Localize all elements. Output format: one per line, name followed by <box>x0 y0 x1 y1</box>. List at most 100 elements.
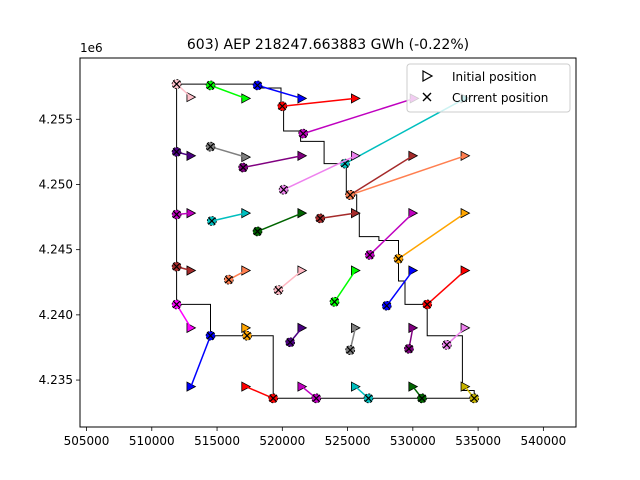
x-tick-label: 520000 <box>259 434 305 448</box>
y-axis: 4.235 4.240 4.245 4.250 4.255 <box>39 112 80 387</box>
movement-line <box>398 212 466 260</box>
current-position-x-marker <box>243 331 251 340</box>
initial-position-marker <box>241 151 252 163</box>
y-tick-label: 4.250 <box>39 177 73 191</box>
y-offset-label: 1e6 <box>80 41 103 55</box>
movement-line <box>257 84 303 100</box>
current-position-x-marker <box>423 300 432 309</box>
turbine-12 <box>345 150 471 200</box>
current-position-x-marker <box>346 190 355 199</box>
y-tick-label: 4.245 <box>39 243 73 257</box>
initial-position-marker <box>460 207 471 219</box>
turbine-20 <box>223 265 252 285</box>
current-position-x-marker <box>394 254 403 263</box>
legend-current-label: Current position <box>452 91 548 105</box>
turbine-16 <box>315 207 361 224</box>
initial-position-marker <box>297 93 308 104</box>
movement-line <box>245 385 274 400</box>
turbine-13 <box>171 207 197 220</box>
turbine-35 <box>408 381 427 404</box>
turbine-8 <box>205 141 252 163</box>
turbine-19 <box>171 261 197 276</box>
x-tick-label: 525000 <box>325 434 371 448</box>
current-position-x-marker <box>279 185 288 194</box>
x-tick-label: 515000 <box>194 434 240 448</box>
current-position-x-marker <box>172 262 181 271</box>
y-tick-label: 4.255 <box>39 112 73 126</box>
current-position-x-marker <box>316 214 325 223</box>
turbine-27 <box>285 322 308 348</box>
turbine-30 <box>441 322 471 350</box>
plot-frame <box>79 57 577 428</box>
chart-title: 603) AEP 218247.663883 GWh (-0.22%) <box>187 37 469 53</box>
turbine-2 <box>205 80 252 104</box>
turbine-7 <box>171 146 197 161</box>
y-tick-label: 4.240 <box>39 308 73 322</box>
current-position-x-marker <box>253 81 262 90</box>
current-position-x-marker <box>172 147 181 156</box>
current-position-x-marker <box>346 346 355 354</box>
current-position-x-marker <box>286 338 295 347</box>
legend-initial-label: Initial position <box>452 70 537 84</box>
movement-line <box>302 97 415 135</box>
current-position-x-marker <box>172 210 181 219</box>
turbine-32 <box>241 381 279 404</box>
movement-line <box>349 155 414 196</box>
initial-position-marker <box>351 322 361 334</box>
turbine-22 <box>329 265 361 307</box>
current-position-x-marker <box>224 275 233 284</box>
current-position-x-marker <box>365 250 374 259</box>
current-position-x-marker <box>470 394 479 403</box>
movement-line <box>243 155 303 169</box>
site-boundary <box>176 83 475 399</box>
movement-line <box>369 212 414 256</box>
legend-triangle-icon <box>422 69 434 83</box>
current-position-x-marker <box>172 300 181 309</box>
turbine-36 <box>460 381 480 404</box>
turbine-21 <box>273 265 308 295</box>
initial-position-marker <box>408 150 419 161</box>
initial-position-marker <box>186 150 197 161</box>
current-position-x-marker <box>405 344 413 353</box>
initial-position-marker <box>297 150 308 161</box>
x-tick-label: 510000 <box>129 434 175 448</box>
current-position-x-marker <box>239 163 248 172</box>
turbine-25 <box>171 299 197 334</box>
movement-line <box>257 212 303 233</box>
initial-position-marker <box>351 150 361 161</box>
turbine-24 <box>422 265 471 310</box>
legend-box <box>406 63 571 113</box>
movement-line <box>210 145 246 158</box>
x-axis: 505000 510000 515000 520000 525000 530000 5350… <box>64 427 566 448</box>
turbine-17 <box>364 207 419 260</box>
current-position-x-marker <box>172 80 181 89</box>
x-tick-label: 505000 <box>64 434 110 448</box>
current-position-x-marker <box>442 340 451 349</box>
turbine-14 <box>206 207 252 226</box>
current-position-x-marker <box>418 394 426 403</box>
initial-position-marker <box>186 265 197 276</box>
current-position-x-marker <box>206 331 215 340</box>
turbine-23 <box>381 265 419 311</box>
movement-line <box>277 269 303 291</box>
legend: Initial position Current position <box>406 63 571 113</box>
turbine-26 <box>241 322 252 341</box>
turbine-9 <box>238 150 308 173</box>
movement-line <box>349 155 466 196</box>
turbine-31 <box>186 330 216 392</box>
movement-line <box>386 270 414 307</box>
movement-line <box>210 84 247 100</box>
x-tick-label: 530000 <box>390 434 436 448</box>
current-position-x-marker <box>312 394 321 403</box>
turbine-34 <box>351 381 374 404</box>
x-tick-label: 535000 <box>455 434 501 448</box>
current-position-x-marker <box>299 129 308 138</box>
turbine-33 <box>297 381 322 404</box>
current-position-x-marker <box>274 286 283 295</box>
movement-line <box>190 335 212 387</box>
turbine-3 <box>252 80 308 104</box>
initial-position-marker <box>460 150 471 161</box>
movement-line <box>211 212 246 222</box>
turbine-28 <box>345 322 361 355</box>
